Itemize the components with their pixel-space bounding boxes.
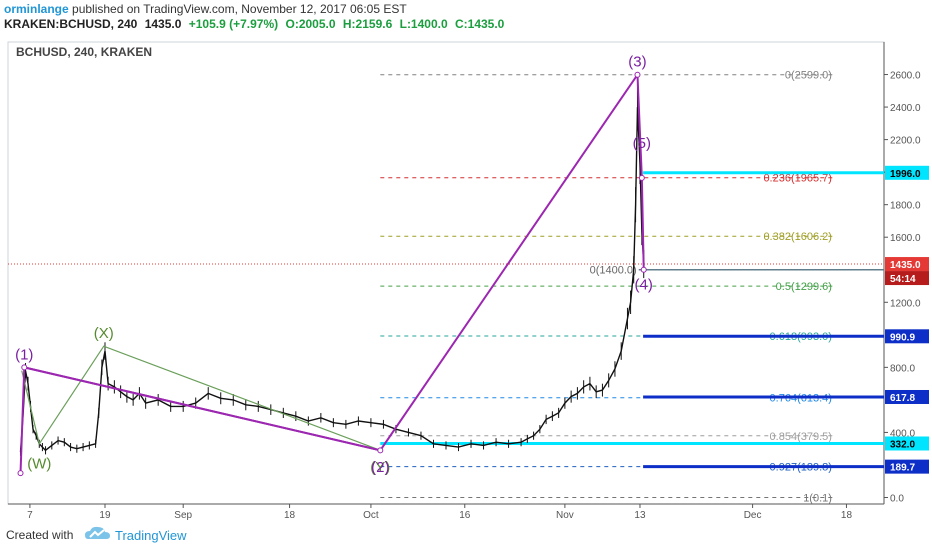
y-tick-label: 1200.0	[890, 298, 921, 309]
countdown-tag: 54:14	[890, 274, 916, 285]
wave-label: (3)	[628, 54, 646, 71]
x-tick-label: 18	[841, 510, 853, 520]
tradingview-cloud-icon	[85, 526, 110, 539]
fib-level-label: 0(2599.0)	[785, 70, 832, 82]
low-value: L:1400.0	[399, 17, 448, 31]
fib-level-label: 0.382(1606.2)	[763, 231, 832, 243]
y-tick-label: 1600.0	[890, 233, 921, 244]
price-chart-svg[interactable]: 0.0400.0800.01200.01600.01800.02000.0220…	[0, 38, 932, 521]
plot-frame	[7, 41, 885, 505]
wave-vertex-dot	[640, 266, 647, 273]
wave-label: (X)	[94, 325, 114, 342]
fib-level-label: 0.764(613.4)	[770, 393, 832, 405]
chart-header: orminlange published on TradingView.com,…	[4, 2, 924, 36]
price-axis-tag-bg	[885, 165, 929, 180]
y-tick-label: 2600.0	[890, 71, 921, 82]
wave-vertex-dot	[634, 71, 641, 78]
author-link[interactable]: orminlange	[4, 2, 69, 16]
chart-title: BCHUSD, 240, KRAKEN	[16, 45, 152, 59]
high-value: H:2159.6	[342, 17, 393, 31]
chart-plot-area[interactable]: 0.0400.0800.01200.01600.01800.02000.0220…	[0, 38, 932, 521]
wave-wxy-path	[21, 345, 381, 451]
x-tick-label: 19	[99, 510, 111, 520]
fib-level-label: 0.5(1299.6)	[776, 281, 832, 293]
price-axis-tag: 189.7	[890, 463, 915, 474]
countdown-tag-bg	[885, 271, 929, 286]
x-tick-label: 18	[284, 510, 296, 520]
ohlc-line: KRAKEN:BCHUSD, 240 1435.0 +105.9 (+7.97%…	[4, 17, 924, 32]
published-text: published on TradingView.com, November 1…	[68, 2, 407, 16]
wave-vertex-dot	[21, 364, 28, 371]
fib-level-label: 0.236(1965.7)	[763, 173, 832, 185]
wave-label: (1)	[15, 346, 33, 363]
wave-label: (4)	[635, 277, 653, 294]
fib-level-label: 0.854(379.5)	[770, 431, 832, 443]
x-tick-label: Sep	[174, 510, 192, 520]
wave-vertex-dot	[17, 470, 24, 477]
wave-vertex-dot	[638, 174, 645, 181]
wave-vertex-dot	[377, 447, 384, 454]
x-tick-label: 16	[459, 510, 471, 520]
current-price-tag: 1435.0	[890, 260, 921, 271]
price-axis-tag-bg	[885, 459, 929, 474]
x-tick-label: Dec	[744, 510, 762, 520]
price-series-line	[19, 107, 645, 452]
trendline	[24, 366, 381, 452]
x-tick-label: 7	[27, 510, 33, 520]
fib-level-label: 1(0.1)	[803, 492, 832, 504]
price-axis-tag: 617.8	[890, 393, 915, 404]
footer: Created with TradingView	[0, 520, 932, 550]
y-tick-label: 800.0	[890, 363, 915, 374]
created-with-text: Created with	[6, 528, 74, 542]
x-tick-label: 13	[634, 510, 646, 520]
y-tick-label: 2200.0	[890, 136, 921, 147]
price-axis-tag-bg	[885, 436, 929, 451]
price-axis-tag: 1996.0	[890, 169, 921, 180]
price-axis-tag: 990.9	[890, 332, 915, 343]
price-axis-tag: 332.0	[890, 439, 915, 450]
x-tick-label: Nov	[556, 510, 574, 520]
last-price: 1435.0	[144, 17, 182, 31]
x-tick-label: Oct	[363, 510, 379, 520]
y-tick-label: 2400.0	[890, 103, 921, 114]
publish-line: orminlange published on TradingView.com,…	[4, 2, 924, 17]
price-axis-tag-bg	[885, 389, 929, 404]
symbol-label: KRAKEN:BCHUSD, 240	[4, 17, 138, 31]
tradingview-brand[interactable]: TradingView	[115, 528, 187, 543]
current-price-tag-bg	[885, 257, 929, 272]
y-tick-label: 1800.0	[890, 201, 921, 212]
y-tick-label: 0.0	[890, 493, 904, 504]
wave-label: (5)	[633, 135, 651, 152]
wave-label: (W)	[27, 456, 51, 473]
wave-label: (Y)	[370, 459, 390, 476]
price-axis-tag-bg	[885, 329, 929, 344]
price-change: +105.9 (+7.97%)	[188, 17, 279, 31]
open-value: O:2005.0	[285, 17, 336, 31]
fib-start-label: 0(1400.0)	[590, 265, 637, 277]
close-value: C:1435.0	[454, 17, 505, 31]
wave-impulse-path	[19, 71, 645, 474]
y-tick-label: 400.0	[890, 428, 915, 439]
wave-label: (2)	[371, 459, 389, 476]
